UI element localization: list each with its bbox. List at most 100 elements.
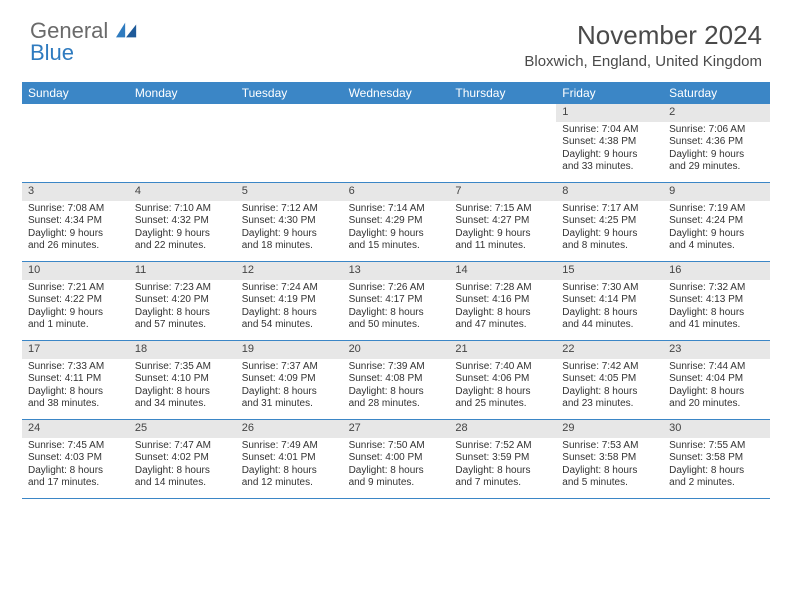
day-sunrise: Sunrise: 7:32 AM — [669, 282, 764, 295]
day-dl1: Daylight: 8 hours — [349, 386, 444, 399]
day-details: Sunrise: 7:04 AMSunset: 4:38 PMDaylight:… — [556, 122, 663, 178]
day-dl1: Daylight: 8 hours — [562, 307, 657, 320]
day-cell: 5Sunrise: 7:12 AMSunset: 4:30 PMDaylight… — [236, 183, 343, 261]
day-number: 3 — [22, 183, 129, 201]
day-sunset: Sunset: 4:16 PM — [455, 294, 550, 307]
day-cell — [343, 104, 450, 182]
dayname: Monday — [129, 82, 236, 104]
day-details: Sunrise: 7:35 AMSunset: 4:10 PMDaylight:… — [129, 359, 236, 415]
day-sunset: Sunset: 4:04 PM — [669, 373, 764, 386]
day-sunrise: Sunrise: 7:15 AM — [455, 203, 550, 216]
day-details: Sunrise: 7:12 AMSunset: 4:30 PMDaylight:… — [236, 201, 343, 257]
day-number: 27 — [343, 420, 450, 438]
day-dl1: Daylight: 8 hours — [669, 307, 764, 320]
day-cell: 4Sunrise: 7:10 AMSunset: 4:32 PMDaylight… — [129, 183, 236, 261]
day-sunset: Sunset: 4:06 PM — [455, 373, 550, 386]
day-sunrise: Sunrise: 7:17 AM — [562, 203, 657, 216]
day-details: Sunrise: 7:30 AMSunset: 4:14 PMDaylight:… — [556, 280, 663, 336]
day-sunset: Sunset: 4:00 PM — [349, 452, 444, 465]
day-dl2: and 47 minutes. — [455, 319, 550, 332]
day-details: Sunrise: 7:15 AMSunset: 4:27 PMDaylight:… — [449, 201, 556, 257]
day-dl1: Daylight: 8 hours — [242, 386, 337, 399]
day-sunset: Sunset: 4:27 PM — [455, 215, 550, 228]
day-sunset: Sunset: 4:10 PM — [135, 373, 230, 386]
day-dl1: Daylight: 9 hours — [562, 228, 657, 241]
day-sunrise: Sunrise: 7:14 AM — [349, 203, 444, 216]
day-cell: 17Sunrise: 7:33 AMSunset: 4:11 PMDayligh… — [22, 341, 129, 419]
day-cell: 23Sunrise: 7:44 AMSunset: 4:04 PMDayligh… — [663, 341, 770, 419]
day-details: Sunrise: 7:08 AMSunset: 4:34 PMDaylight:… — [22, 201, 129, 257]
day-details: Sunrise: 7:24 AMSunset: 4:19 PMDaylight:… — [236, 280, 343, 336]
day-cell: 25Sunrise: 7:47 AMSunset: 4:02 PMDayligh… — [129, 420, 236, 498]
day-dl1: Daylight: 9 hours — [669, 228, 764, 241]
month-title: November 2024 — [524, 20, 762, 51]
day-sunset: Sunset: 4:29 PM — [349, 215, 444, 228]
day-number: 17 — [22, 341, 129, 359]
day-dl2: and 33 minutes. — [562, 161, 657, 174]
day-sunset: Sunset: 4:19 PM — [242, 294, 337, 307]
day-details: Sunrise: 7:39 AMSunset: 4:08 PMDaylight:… — [343, 359, 450, 415]
day-sunrise: Sunrise: 7:47 AM — [135, 440, 230, 453]
day-cell: 3Sunrise: 7:08 AMSunset: 4:34 PMDaylight… — [22, 183, 129, 261]
day-sunrise: Sunrise: 7:19 AM — [669, 203, 764, 216]
day-dl1: Daylight: 8 hours — [28, 386, 123, 399]
day-cell: 22Sunrise: 7:42 AMSunset: 4:05 PMDayligh… — [556, 341, 663, 419]
day-sunrise: Sunrise: 7:10 AM — [135, 203, 230, 216]
day-sunset: Sunset: 4:36 PM — [669, 136, 764, 149]
day-number: 5 — [236, 183, 343, 201]
day-dl1: Daylight: 8 hours — [135, 386, 230, 399]
day-dl2: and 12 minutes. — [242, 477, 337, 490]
location: Bloxwich, England, United Kingdom — [524, 53, 762, 70]
day-sunrise: Sunrise: 7:53 AM — [562, 440, 657, 453]
day-number: 21 — [449, 341, 556, 359]
day-sunset: Sunset: 4:08 PM — [349, 373, 444, 386]
day-dl2: and 23 minutes. — [562, 398, 657, 411]
day-sunrise: Sunrise: 7:08 AM — [28, 203, 123, 216]
dayname: Saturday — [663, 82, 770, 104]
day-cell: 6Sunrise: 7:14 AMSunset: 4:29 PMDaylight… — [343, 183, 450, 261]
day-dl2: and 9 minutes. — [349, 477, 444, 490]
day-number: 7 — [449, 183, 556, 201]
day-sunset: Sunset: 4:20 PM — [135, 294, 230, 307]
day-dl2: and 11 minutes. — [455, 240, 550, 253]
day-number: 10 — [22, 262, 129, 280]
day-number: 24 — [22, 420, 129, 438]
day-cell: 11Sunrise: 7:23 AMSunset: 4:20 PMDayligh… — [129, 262, 236, 340]
day-cell — [22, 104, 129, 182]
day-sunset: Sunset: 4:02 PM — [135, 452, 230, 465]
day-dl1: Daylight: 9 hours — [28, 228, 123, 241]
logo-text: General Blue — [30, 20, 138, 64]
dayname: Tuesday — [236, 82, 343, 104]
day-dl1: Daylight: 8 hours — [28, 465, 123, 478]
day-sunset: Sunset: 4:32 PM — [135, 215, 230, 228]
day-dl1: Daylight: 9 hours — [28, 307, 123, 320]
day-sunrise: Sunrise: 7:04 AM — [562, 124, 657, 137]
day-sunset: Sunset: 4:38 PM — [562, 136, 657, 149]
day-cell: 19Sunrise: 7:37 AMSunset: 4:09 PMDayligh… — [236, 341, 343, 419]
day-details: Sunrise: 7:32 AMSunset: 4:13 PMDaylight:… — [663, 280, 770, 336]
day-cell — [449, 104, 556, 182]
day-details: Sunrise: 7:10 AMSunset: 4:32 PMDaylight:… — [129, 201, 236, 257]
day-sunrise: Sunrise: 7:44 AM — [669, 361, 764, 374]
day-sunrise: Sunrise: 7:55 AM — [669, 440, 764, 453]
day-cell: 30Sunrise: 7:55 AMSunset: 3:58 PMDayligh… — [663, 420, 770, 498]
logo-line2: Blue — [30, 40, 74, 65]
day-number: 1 — [556, 104, 663, 122]
day-dl1: Daylight: 8 hours — [242, 307, 337, 320]
day-number: 11 — [129, 262, 236, 280]
day-dl2: and 1 minute. — [28, 319, 123, 332]
day-cell: 13Sunrise: 7:26 AMSunset: 4:17 PMDayligh… — [343, 262, 450, 340]
day-dl2: and 14 minutes. — [135, 477, 230, 490]
day-number: 13 — [343, 262, 450, 280]
day-sunrise: Sunrise: 7:42 AM — [562, 361, 657, 374]
day-dl1: Daylight: 9 hours — [242, 228, 337, 241]
day-dl1: Daylight: 8 hours — [669, 386, 764, 399]
day-details: Sunrise: 7:50 AMSunset: 4:00 PMDaylight:… — [343, 438, 450, 494]
day-dl2: and 50 minutes. — [349, 319, 444, 332]
day-details: Sunrise: 7:52 AMSunset: 3:59 PMDaylight:… — [449, 438, 556, 494]
day-dl2: and 44 minutes. — [562, 319, 657, 332]
day-details: Sunrise: 7:45 AMSunset: 4:03 PMDaylight:… — [22, 438, 129, 494]
day-number: 25 — [129, 420, 236, 438]
logo: General Blue — [30, 20, 138, 64]
week-row: 17Sunrise: 7:33 AMSunset: 4:11 PMDayligh… — [22, 341, 770, 420]
